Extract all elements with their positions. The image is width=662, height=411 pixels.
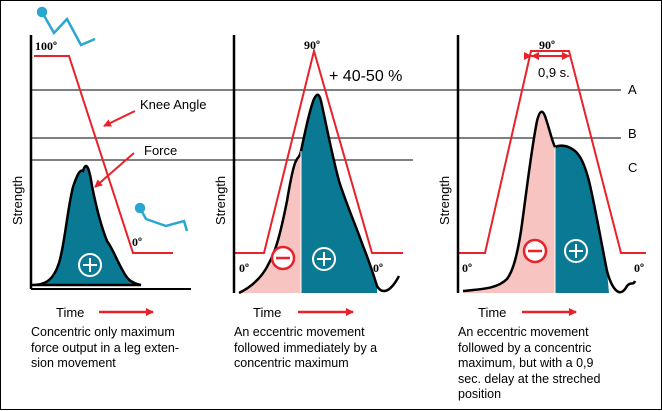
- concentric-area-2: [301, 94, 377, 294]
- force-curve-1: [31, 164, 142, 287]
- level-label-a: A: [628, 82, 637, 97]
- y-axis-label-3: Strength: [437, 176, 452, 225]
- force-curve-2: [238, 93, 401, 295]
- leg-extended-icon: [36, 6, 96, 47]
- bottom-right-angle-label-2: 0º: [373, 261, 383, 275]
- x-axis-label-2: Time: [253, 305, 281, 320]
- level-label-b: B: [628, 126, 637, 141]
- x-axis-label-1: Time: [56, 305, 84, 320]
- panel-1: 100º 0º Knee Angle Force Strength Time: [10, 6, 621, 320]
- panel-3: 90º 0,9 s. A B C 0º 0º Strength Time: [437, 35, 646, 320]
- caption-2-line: followed immediately by a: [234, 340, 378, 355]
- knee-angle-line-1: [34, 55, 173, 254]
- bottom-left-angle-label-3: 0º: [462, 261, 472, 275]
- bottom-left-angle-label-2: 0º: [239, 261, 249, 275]
- x-axis-label-3: Time: [478, 305, 506, 320]
- y-axis-label-1: Strength: [10, 176, 25, 225]
- force-curve-3: [462, 110, 637, 294]
- caption-1: Concentric only maximum force output in …: [31, 325, 221, 372]
- gain-label: + 40-50 %: [329, 68, 402, 85]
- caption-3-line: sec. delay at the streched: [458, 371, 601, 386]
- bottom-right-angle-label-3: 0º: [634, 261, 644, 275]
- caption-2: An eccentric movement followed immediate…: [234, 325, 434, 372]
- concentric-area-3: [555, 145, 609, 293]
- caption-3-line: maximum, but with a 0,9: [458, 356, 594, 370]
- caption-3-line: followed by a concentric: [458, 340, 592, 355]
- caption-3-line: An eccentric movement: [458, 325, 589, 339]
- eccentric-area-3: [463, 111, 555, 293]
- leg-bent-icon: [134, 202, 189, 232]
- caption-3: An eccentric movement followed by a conc…: [458, 325, 653, 403]
- caption-1-line: sion movement: [31, 356, 116, 370]
- y-axis-label-2: Strength: [213, 176, 228, 225]
- knee-angle-annotation: Knee Angle: [140, 97, 207, 112]
- force-arrow: [94, 152, 135, 188]
- top-angle-label-3: 90º: [539, 38, 555, 52]
- knee-angle-line-2: [235, 47, 403, 254]
- knee-angle-arrow: [103, 110, 136, 127]
- caption-2-line: concentric maximum: [234, 356, 349, 370]
- bottom-angle-label-1: 0º: [132, 235, 142, 249]
- caption-2-line: An eccentric movement: [234, 325, 365, 339]
- force-annotation: Force: [144, 143, 177, 158]
- top-angle-label-1: 100º: [35, 39, 57, 53]
- top-angle-label-2: 90º: [304, 38, 320, 52]
- caption-1-line: force output in a leg exten-: [31, 340, 180, 355]
- caption-1-line: Concentric only maximum: [31, 325, 175, 339]
- delay-label: 0,9 s.: [538, 65, 570, 80]
- knee-angle-line-3: [459, 50, 646, 254]
- caption-3-line: position: [458, 387, 502, 401]
- panel-2: 90º + 40-50 % 0º 0º Strength Time: [213, 35, 403, 320]
- level-label-c: C: [628, 160, 637, 175]
